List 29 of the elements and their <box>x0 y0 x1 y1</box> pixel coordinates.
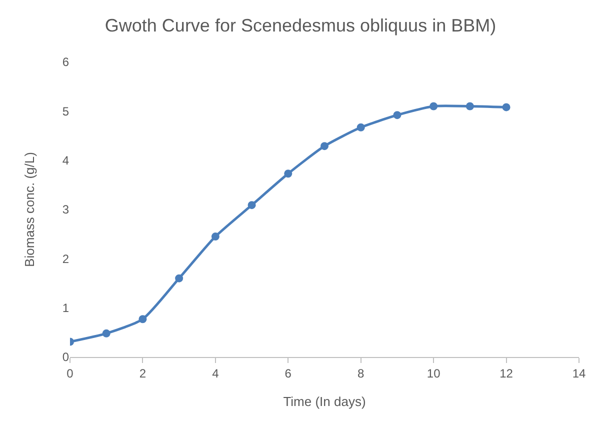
point <box>138 315 147 324</box>
point <box>356 123 365 132</box>
point <box>320 142 328 150</box>
y-axis-title: Biomass conc. (g/L) <box>22 152 37 267</box>
point <box>466 102 474 110</box>
y-tick-label: 3 <box>62 202 70 217</box>
y-tick-label: 5 <box>62 104 70 118</box>
point <box>248 201 256 210</box>
x-tick-label: 8 <box>358 366 365 380</box>
x-axis-title: Time (In days) <box>283 394 366 409</box>
point <box>175 274 184 282</box>
point <box>393 111 402 120</box>
y-tick-label: 6 <box>62 55 70 70</box>
point <box>502 103 510 112</box>
x-tick-label: 10 <box>426 366 441 380</box>
point <box>102 329 110 338</box>
y-tick-label: 4 <box>62 154 70 168</box>
x-tick-label: 14 <box>572 366 586 380</box>
chart-title: Gwoth Curve for Scenedesmus obliquus in BBM) <box>104 16 496 36</box>
y-tick-label: 0 <box>62 350 70 364</box>
point <box>284 170 292 178</box>
y-tick-label: 2 <box>62 252 70 266</box>
y-tick-label: 1 <box>62 301 70 316</box>
x-tick-label: 12 <box>500 366 514 380</box>
point <box>211 232 220 241</box>
point <box>430 102 438 110</box>
x-tick-label: 6 <box>284 366 292 380</box>
x-tick-label: 4 <box>212 366 220 380</box>
x-tick-label: 2 <box>139 366 146 380</box>
